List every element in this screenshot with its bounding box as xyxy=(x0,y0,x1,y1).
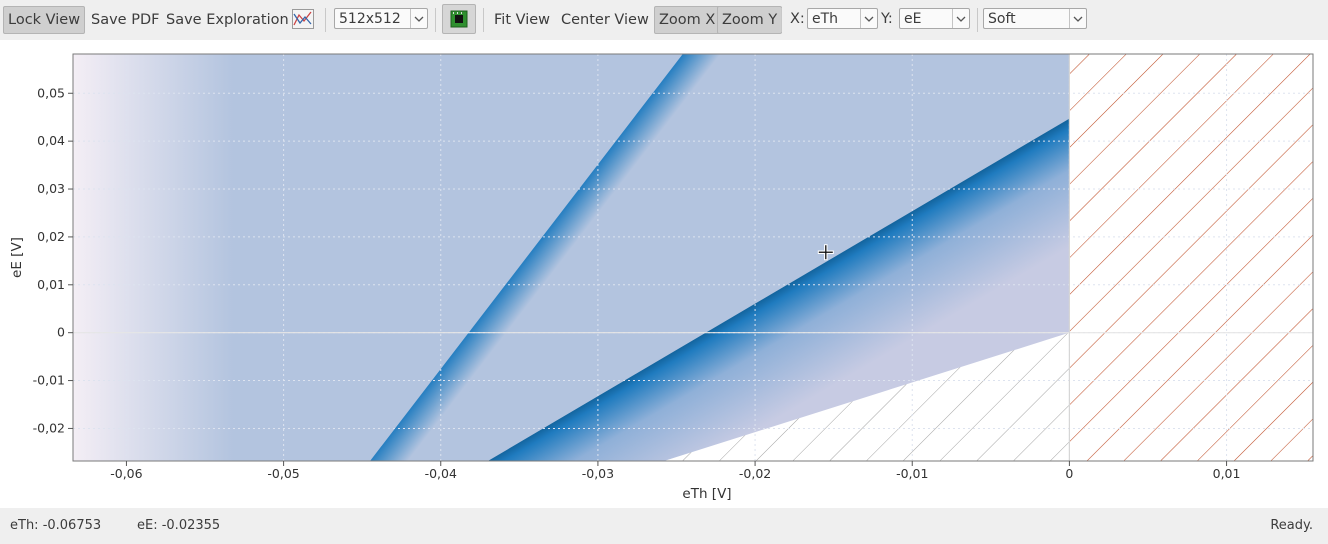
save-pdf-button[interactable]: Save PDF xyxy=(91,12,160,28)
resolution-value: 512x512 xyxy=(339,11,401,27)
light-region-fade xyxy=(73,54,243,461)
y-tick-label: -0,02 xyxy=(33,420,65,435)
render-style-select[interactable]: Soft xyxy=(983,8,1087,29)
render-style-value: Soft xyxy=(988,11,1016,27)
status-state: Ready. xyxy=(1270,518,1313,533)
y-axis-title: eE [V] xyxy=(9,237,25,278)
x-axis-title: eTh [V] xyxy=(682,486,731,502)
y-tick-label: 0,05 xyxy=(37,85,65,100)
zoom-x-button[interactable]: Zoom X xyxy=(654,6,721,34)
y-axis-value: eE xyxy=(904,11,922,27)
plot-area[interactable]: -0,06 -0,05 -0,04 -0,03 -0,02 -0,01 0 0,01 -0,02… xyxy=(0,40,1328,508)
dark-band xyxy=(370,54,1070,461)
x-tick-label: -0,02 xyxy=(739,466,771,481)
x-tick-label: -0,04 xyxy=(425,466,457,481)
crosshair-cursor-icon xyxy=(817,244,834,261)
dark-band-lower-edge xyxy=(487,118,1070,461)
chevron-down-icon xyxy=(860,9,877,28)
lock-view-button[interactable]: Lock View xyxy=(3,6,86,34)
y-tick-label: 0 xyxy=(57,325,65,340)
x-axis-value: eTh xyxy=(812,11,839,27)
heatmap-layer xyxy=(73,54,1313,461)
zoom-y-button[interactable]: Zoom Y xyxy=(717,6,783,34)
x-tick-label: -0,06 xyxy=(110,466,142,481)
status-bar: eTh: -0.06753 eE: -0.02355 Ready. xyxy=(0,508,1328,544)
forbidden-region-hatch xyxy=(1069,54,1313,461)
status-eth: eTh: -0.06753 xyxy=(10,518,102,533)
x-tick-label: 0 xyxy=(1065,466,1073,481)
x-tick-label: 0,01 xyxy=(1213,466,1241,481)
y-tick-label: -0,01 xyxy=(33,373,65,388)
chevron-down-icon xyxy=(952,9,969,28)
status-ee: eE: -0.02355 xyxy=(137,518,221,533)
x-tick-label: -0,03 xyxy=(582,466,614,481)
chevron-down-icon xyxy=(410,9,427,28)
toolbar: Lock View Save PDF Save Exploration 512x… xyxy=(0,0,1328,40)
y-axis-label: Y: xyxy=(881,11,893,27)
x-axis-select[interactable]: eTh xyxy=(807,8,878,29)
x-tick-label: -0,05 xyxy=(267,466,299,481)
chevron-down-icon xyxy=(1069,9,1086,28)
x-tick-label: -0,01 xyxy=(896,466,928,481)
y-axis-select[interactable]: eE xyxy=(899,8,970,29)
y-tick-label: 0,02 xyxy=(37,229,65,244)
center-view-button[interactable]: Center View xyxy=(561,12,649,28)
y-tick-label: 0,04 xyxy=(37,133,65,148)
heatmap-chart[interactable]: -0,06 -0,05 -0,04 -0,03 -0,02 -0,01 0 0,01 -0,02… xyxy=(0,40,1328,508)
plot-frame xyxy=(72,53,1314,462)
gpu-chip-icon[interactable] xyxy=(442,4,476,34)
fit-view-button[interactable]: Fit View xyxy=(494,12,551,28)
plot-curves-icon[interactable] xyxy=(291,6,315,32)
save-exploration-button[interactable]: Save Exploration xyxy=(166,12,289,28)
x-axis-label: X: xyxy=(790,11,805,27)
y-tick-label: 0,01 xyxy=(37,277,65,292)
resolution-select[interactable]: 512x512 xyxy=(334,8,428,29)
y-tick-label: 0,03 xyxy=(37,181,65,196)
